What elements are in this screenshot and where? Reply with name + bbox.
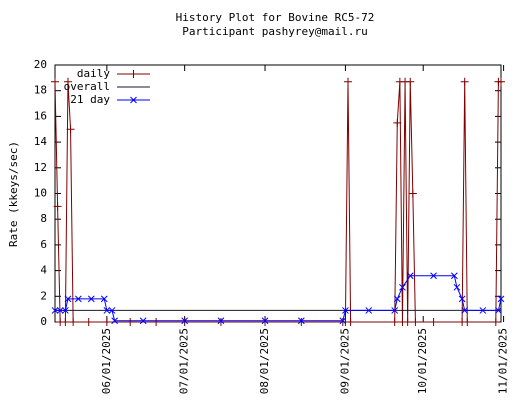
point bbox=[297, 317, 305, 325]
y-axis-label: Rate (kkeys/sec) bbox=[7, 141, 20, 247]
x-tick-label: 06/01/2025 bbox=[100, 328, 113, 394]
point bbox=[180, 318, 189, 326]
y-tick-label: 18 bbox=[34, 84, 47, 97]
x-tick-label: 11/01/2025 bbox=[497, 328, 510, 394]
point bbox=[453, 283, 461, 291]
point bbox=[342, 307, 349, 314]
point bbox=[297, 318, 306, 326]
point bbox=[152, 318, 161, 326]
point bbox=[87, 295, 95, 303]
point bbox=[84, 318, 93, 326]
point bbox=[406, 77, 415, 86]
x-tick-label: 07/01/2025 bbox=[178, 328, 191, 394]
point bbox=[51, 307, 59, 314]
chart-subtitle: Participant pashyrey@mail.ru bbox=[182, 25, 367, 38]
y-tick-label: 14 bbox=[34, 135, 48, 148]
point bbox=[479, 307, 487, 314]
y-tick-label: 16 bbox=[34, 109, 47, 122]
series-line bbox=[55, 275, 502, 322]
point bbox=[103, 307, 111, 314]
point bbox=[261, 317, 269, 325]
point bbox=[393, 118, 402, 127]
point bbox=[430, 272, 437, 280]
point bbox=[344, 77, 353, 86]
y-tick-label: 4 bbox=[40, 264, 47, 277]
point bbox=[56, 307, 64, 314]
point bbox=[406, 272, 414, 280]
point bbox=[64, 295, 72, 303]
y-tick-label: 12 bbox=[34, 161, 47, 174]
plot-border bbox=[54, 64, 502, 323]
point bbox=[108, 307, 116, 314]
point bbox=[53, 202, 62, 211]
point bbox=[450, 272, 458, 280]
point bbox=[261, 318, 270, 326]
point bbox=[126, 318, 135, 326]
point bbox=[63, 77, 72, 86]
point bbox=[100, 295, 108, 303]
y-tick-label: 6 bbox=[40, 238, 47, 251]
point bbox=[181, 317, 189, 325]
legend-label: daily bbox=[77, 67, 110, 80]
x-tick-label: 08/01/2025 bbox=[258, 328, 271, 394]
point bbox=[458, 295, 466, 303]
point bbox=[429, 318, 438, 326]
point bbox=[217, 317, 225, 325]
legend-label: overall bbox=[64, 80, 110, 93]
point bbox=[69, 318, 78, 326]
x-tick-label: 09/01/2025 bbox=[338, 328, 351, 394]
point bbox=[130, 96, 137, 104]
point bbox=[66, 125, 75, 134]
point bbox=[497, 77, 505, 86]
point bbox=[408, 189, 417, 198]
point bbox=[495, 307, 502, 314]
point bbox=[460, 77, 469, 86]
point bbox=[139, 317, 147, 325]
point bbox=[346, 318, 355, 326]
point bbox=[129, 70, 138, 78]
point bbox=[365, 307, 373, 314]
point bbox=[411, 318, 420, 326]
point bbox=[497, 295, 505, 303]
y-tick-label: 0 bbox=[40, 315, 47, 328]
point bbox=[61, 318, 70, 326]
y-tick-label: 2 bbox=[40, 289, 47, 302]
y-tick-label: 8 bbox=[40, 212, 47, 225]
legend-label: 21 day bbox=[70, 93, 110, 106]
point bbox=[403, 318, 412, 326]
y-tick-label: 20 bbox=[34, 58, 47, 71]
point bbox=[74, 295, 82, 303]
point bbox=[390, 318, 399, 326]
y-tick-label: 10 bbox=[34, 187, 47, 200]
point bbox=[463, 318, 472, 326]
x-tick-label: 10/01/2025 bbox=[416, 328, 429, 394]
point bbox=[51, 77, 59, 86]
chart-title: History Plot for Bovine RC5-72 bbox=[176, 11, 375, 24]
point bbox=[339, 317, 347, 325]
point bbox=[491, 318, 500, 326]
point bbox=[62, 307, 69, 314]
point bbox=[461, 307, 469, 314]
point bbox=[102, 318, 111, 326]
point bbox=[111, 317, 118, 325]
point bbox=[399, 283, 406, 291]
point bbox=[216, 318, 225, 326]
series-line bbox=[54, 81, 501, 323]
point bbox=[391, 307, 399, 314]
point bbox=[393, 295, 401, 303]
